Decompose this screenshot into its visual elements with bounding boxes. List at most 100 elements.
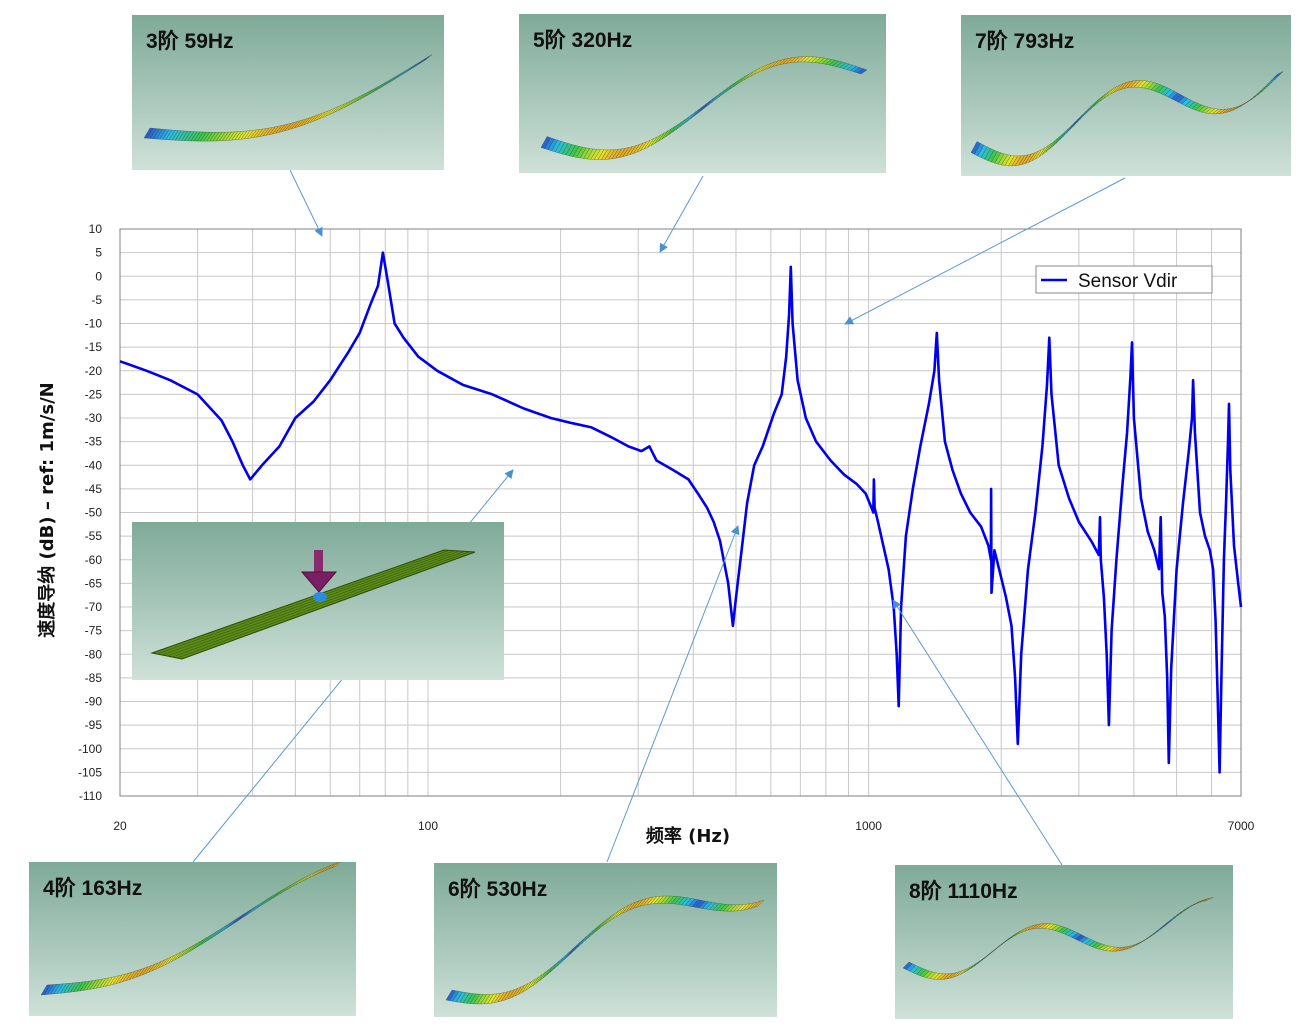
beam-segment (567, 945, 577, 957)
beam-segment (217, 925, 227, 935)
beam-segment (369, 86, 379, 95)
beam-segment (704, 97, 715, 109)
y-tick-label: -20 (85, 364, 103, 378)
y-tick-label: 10 (89, 222, 103, 236)
beam-segment (711, 92, 722, 103)
beam-segment (679, 116, 690, 128)
beam-segment (1256, 87, 1267, 95)
x-tick-labels: 20 100 1000 7000 (113, 819, 1254, 833)
beam-segment (263, 895, 273, 905)
beam-segment (570, 941, 581, 954)
y-tick-label: -70 (85, 600, 103, 614)
beam-segment (266, 893, 276, 903)
y-tick-label: -105 (78, 765, 102, 779)
beam-mesh-line (176, 551, 470, 659)
y-tick-label: -110 (79, 789, 102, 803)
beam-segment (214, 927, 224, 937)
beam-mesh-line (171, 551, 465, 658)
y-tick-label: -50 (85, 506, 103, 520)
mode-shape-panel-8: 8阶 1110Hz (895, 865, 1233, 1019)
beam-segment (1263, 81, 1273, 89)
mode-label-4: 4阶 163Hz (43, 877, 143, 900)
beam-segment (574, 938, 584, 951)
y-axis-label: 速度导纳 (dB) – ref: 1m/s/N (36, 382, 58, 637)
beam-segment (298, 875, 309, 884)
mode-shape-3-image (143, 54, 433, 142)
beam-segment (246, 906, 257, 915)
beam-segment (605, 913, 616, 924)
beam-segment (584, 929, 595, 942)
beam-mesh-line (161, 550, 455, 656)
y-tick-labels: 10 5 0 -5 -10 -15 -20 -25 -30 -35 -40 -45 -50 -55 -60 -… (78, 222, 102, 803)
beam-segment (715, 89, 725, 100)
beam-segment (729, 80, 740, 90)
beam-segment (556, 954, 567, 967)
y-tick-label: -90 (85, 695, 103, 709)
beam-segment (272, 889, 283, 899)
series-line-sensor-vdir (119, 251, 1243, 774)
annotation-arrow (659, 175, 704, 253)
beam-segment (204, 933, 214, 943)
beam-segment (207, 931, 217, 941)
beam-segment (312, 869, 322, 877)
mode-shape-5-image (540, 56, 868, 160)
legend: Sensor Vdir (1035, 265, 1213, 294)
beam-segment (683, 113, 693, 125)
y-tick-label: -25 (85, 387, 103, 401)
y-tick-label: -75 (85, 624, 103, 638)
y-tick-label: -55 (85, 529, 103, 543)
mode-shape-7-image (970, 71, 1284, 167)
beam-segment (302, 873, 312, 882)
beam-segment (563, 948, 574, 961)
beam-segment (375, 82, 386, 91)
beam-segment (1270, 74, 1280, 82)
beam-segment (690, 108, 700, 120)
beam-segment (542, 966, 553, 979)
y-tick-label: 5 (95, 246, 102, 260)
beam-segment (736, 75, 747, 85)
beam-segment (259, 897, 270, 907)
y-tick-label: -5 (91, 293, 102, 307)
y-tick-label: -40 (85, 458, 103, 472)
beam-segment (1052, 134, 1063, 147)
beam-segment (546, 963, 557, 976)
x-tick-label: 100 (418, 819, 438, 833)
beam-segment (1049, 137, 1059, 150)
annotation-arrow (606, 525, 740, 863)
annotation-arrow (289, 169, 323, 237)
beam-segment (577, 935, 588, 948)
sensor-marker (313, 592, 327, 602)
legend-label: Sensor Vdir (1078, 271, 1178, 292)
y-tick-label: -60 (85, 553, 103, 567)
annotation-arrows (192, 169, 1126, 866)
x-tick-label: 1000 (855, 819, 882, 833)
mode-shape-panel-5: 5阶 320Hz (519, 14, 886, 173)
beam-segment (693, 105, 704, 117)
mode-label-5: 5阶 320Hz (533, 29, 633, 52)
beam-segment (249, 904, 260, 913)
beam-segment (210, 929, 221, 939)
y-tick-label: -85 (85, 671, 103, 685)
x-tick-label: 20 (113, 819, 127, 833)
beam-segment (305, 872, 315, 880)
beam-segment (422, 54, 433, 62)
beam-segment (378, 80, 389, 89)
beam-segment (1059, 128, 1069, 141)
beam-segment (285, 882, 296, 891)
beam-segment (276, 887, 286, 897)
beam-segment (1100, 90, 1110, 102)
beam-segment (279, 886, 289, 895)
beam-segment (269, 891, 280, 901)
mode-shape-panel-4: 4阶 163Hz (29, 862, 356, 1016)
beam-segment (223, 920, 234, 931)
y-tick-label: -45 (85, 482, 103, 496)
beam-segment (1266, 78, 1277, 85)
beam-segment (292, 878, 302, 887)
beam-segment (697, 103, 708, 114)
beam-segment (253, 901, 263, 911)
y-tick-label: -30 (85, 411, 103, 425)
beam-mesh-line (156, 550, 450, 655)
beam-segment (722, 84, 732, 95)
mode-label-6: 6阶 530Hz (448, 878, 548, 901)
beam-segment (1093, 95, 1103, 107)
